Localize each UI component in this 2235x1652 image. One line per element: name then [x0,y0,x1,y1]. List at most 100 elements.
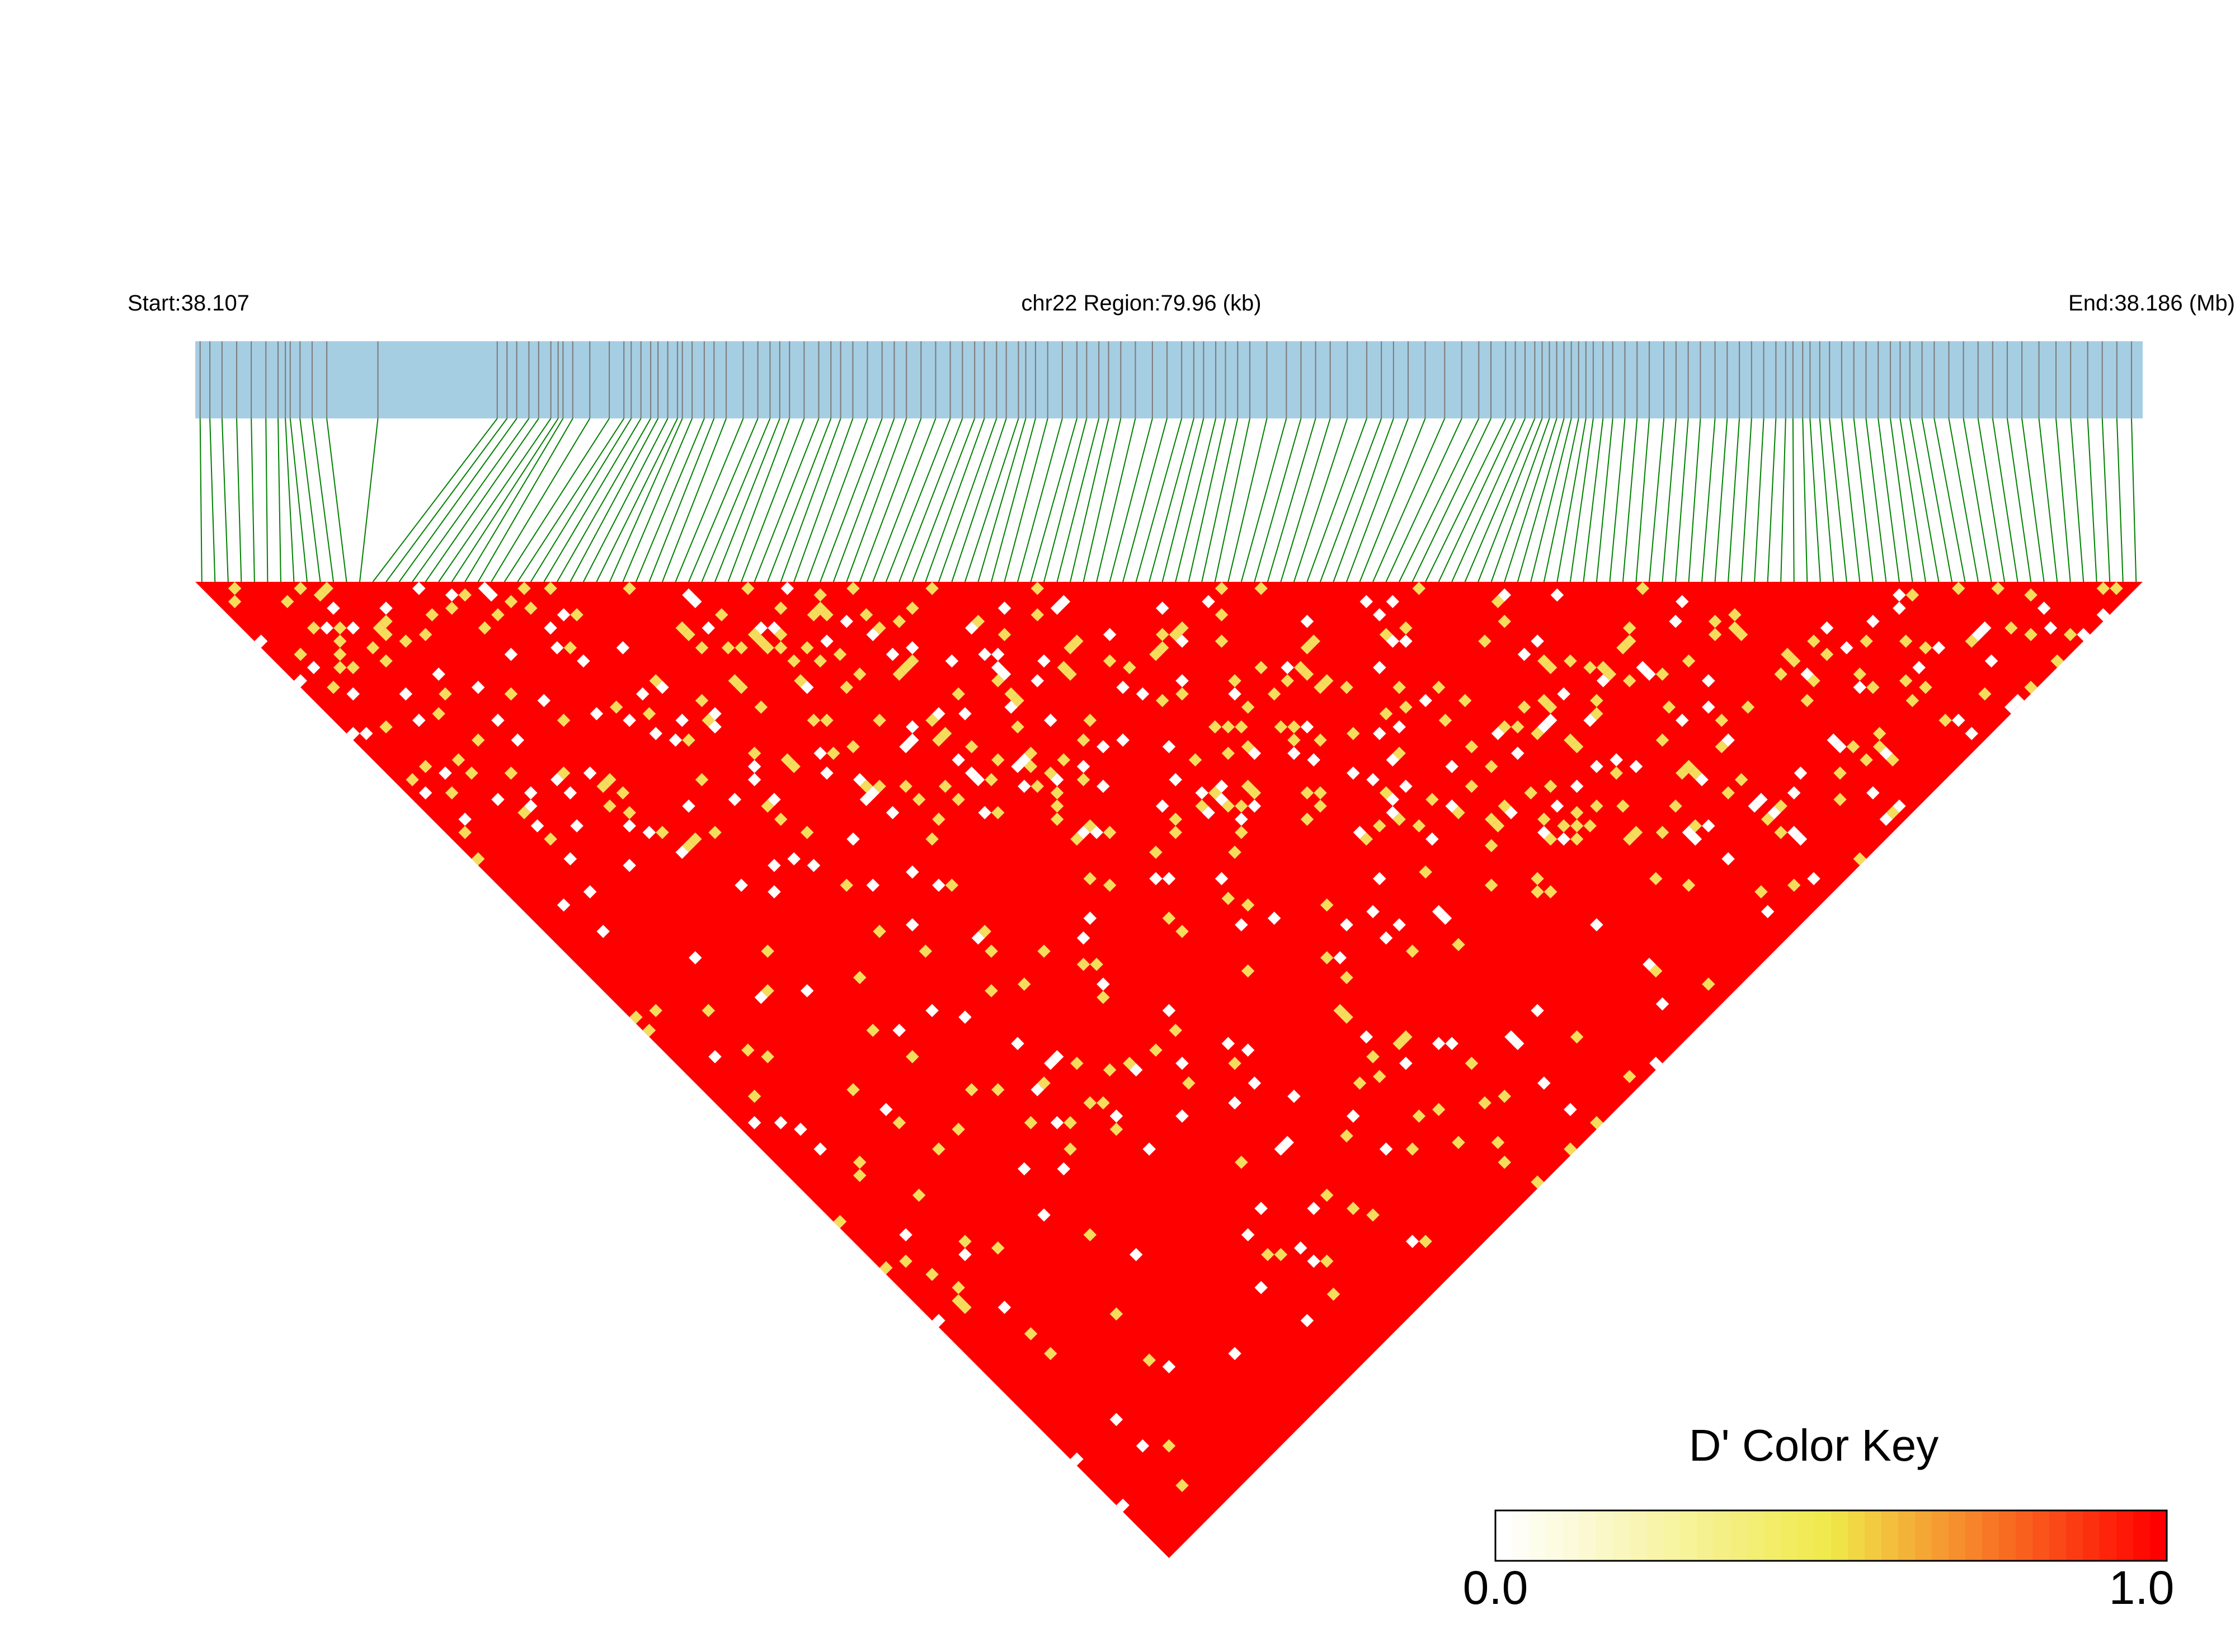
ld-cell [656,826,669,839]
ld-cell [1517,647,1531,661]
color-key-step [1697,1510,1714,1561]
ld-cell [735,641,748,655]
ld-cell [1498,1089,1512,1103]
ld-cell [1300,786,1314,800]
ld-cell [1076,760,1090,773]
ld-cell [1090,958,1103,971]
ld-cell [1116,733,1130,747]
ld-cell [1504,806,1518,820]
ld-cell [1655,667,1669,681]
ld-cell [1373,819,1386,833]
ld-cell [418,786,432,800]
ld-cell [813,588,827,602]
snp-connector [285,418,295,582]
ld-cell [985,773,998,787]
snp-connector [1853,418,1874,582]
ld-cell [425,608,439,622]
ld-cell [1221,1037,1235,1051]
ld-cell [1261,1248,1274,1262]
ld-cell [1241,1043,1255,1057]
ld-cell [1287,733,1301,747]
ld-cell [1590,707,1603,721]
ld-cell [1919,641,1932,655]
snp-connector [372,418,498,582]
ld-cell [1807,634,1820,648]
ld-cell [1373,872,1386,886]
ld-cell [1721,786,1735,800]
ld-cell [1109,1307,1123,1321]
color-key-step [1714,1510,1731,1561]
ld-cell [958,707,972,721]
ld-cell [1392,680,1406,694]
snp-connector [1865,418,1887,582]
region-span-label: chr22 Region:79.96 (kb) [1021,291,1262,316]
ld-cell [1018,977,1031,991]
ld-cell [1103,826,1117,839]
ld-cell [1570,740,1584,754]
ld-cell [846,1083,860,1096]
ld-cell [1610,753,1623,767]
snp-connector [1596,418,1613,582]
ld-cell [1537,1076,1551,1090]
ld-cell [991,647,1005,661]
ld-cell [768,859,781,872]
snp-connector [221,418,229,582]
snp-connector [938,418,997,582]
ld-cell [1366,1050,1380,1063]
ld-cell [1452,1136,1465,1149]
ld-cell [892,614,906,628]
ld-cell [1583,819,1597,833]
ld-cell [1386,753,1400,767]
ld-cell [1662,700,1676,714]
ld-cell [1103,628,1117,642]
ld-cell [1524,786,1538,800]
ld-cell [1254,582,1268,595]
ld-cell [702,621,716,635]
ld-cell [1754,793,1768,806]
ld-cell [254,634,268,648]
ld-cell [1037,1076,1051,1090]
ld-cell [1603,667,1617,681]
ld-cell [1004,687,1018,701]
ld-cell [1169,812,1183,826]
ld-cell [1564,1142,1577,1156]
ld-cell [958,1301,972,1314]
ld-cell [1570,1030,1584,1044]
ld-cell [616,641,630,655]
ld-cell [997,667,1011,681]
snp-connector [951,418,1007,582]
ld-cell [1629,760,1643,773]
ld-cell [1452,806,1465,820]
ld-cell [2044,621,2058,635]
ld-cell [1057,661,1071,675]
ld-cell [656,680,669,694]
ld-cell [997,1301,1011,1314]
ld-cell [1314,786,1327,800]
ld-cell [886,806,900,820]
ld-triangle-base [195,582,2143,1558]
ld-cell [1774,667,1787,681]
ld-cell [1564,1103,1577,1117]
ld-cell [669,733,683,747]
ld-cell [1169,1023,1183,1037]
ld-cell [1570,779,1584,793]
snp-connector [1829,418,1847,582]
snp-connector [1504,418,1558,582]
ld-cell [1866,614,1880,628]
ld-cell [1287,720,1301,734]
ld-cell [1011,1037,1024,1051]
snp-connector [1662,418,1677,582]
ld-cell [1300,720,1314,734]
ld-cell [866,878,880,892]
ld-cell [925,1004,939,1018]
ld-cell [1498,1155,1512,1169]
ld-cell [557,608,571,622]
color-key-step [2150,1510,2167,1561]
ld-cell [964,1083,978,1096]
ld-cell [1024,746,1038,760]
ld-cell [1195,799,1209,813]
region-end-label: End:38.186 (Mb) [2068,291,2235,316]
snp-connector [1490,418,1550,582]
ld-cell [1932,641,1946,655]
ld-cell [873,779,886,793]
